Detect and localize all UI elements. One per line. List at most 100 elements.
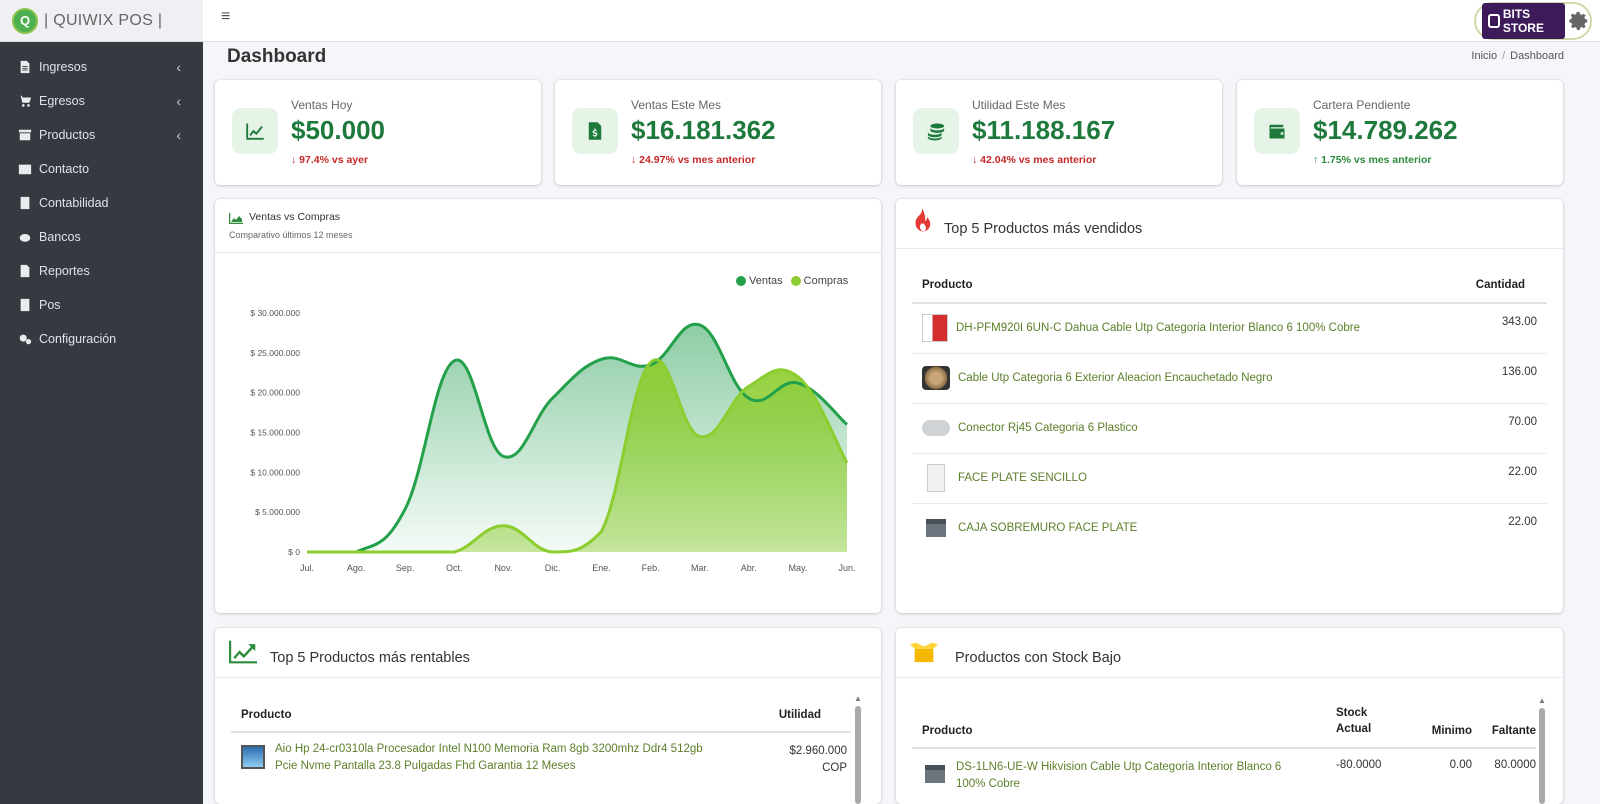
- col-header-minimo[interactable]: Minimo: [1431, 725, 1472, 737]
- qty-cell: 343.00: [1501, 316, 1537, 328]
- gear-icon[interactable]: [1568, 10, 1590, 32]
- table-header-row: Producto Cantidad: [912, 267, 1547, 303]
- product-name[interactable]: DS-1LN6-UE-W Hikvision Cable Utp Categor…: [956, 761, 1282, 790]
- breadcrumb-home[interactable]: Inicio: [1471, 50, 1498, 62]
- x-tick-label: Ene.: [592, 563, 611, 573]
- sidebar-item-productos[interactable]: Productos ‹: [0, 118, 203, 152]
- kpi-delta: ↓ 42.04% vs mes anterior: [972, 154, 1097, 166]
- store-badge[interactable]: BITS STORE: [1474, 2, 1592, 40]
- product-thumbnail: [241, 745, 265, 769]
- scrollbar[interactable]: [1539, 708, 1545, 804]
- table-row[interactable]: DH-PFM920I 6UN-C Dahua Cable Utp Categor…: [912, 303, 1547, 353]
- archive-icon: [16, 128, 34, 142]
- card-title: Productos con Stock Bajo: [955, 650, 1122, 666]
- table-row[interactable]: Aio Hp 24-cr0310la Procesador Intel N100…: [231, 732, 851, 788]
- col-header-stock-line1: Stock: [1336, 707, 1368, 719]
- legend-item-ventas[interactable]: Ventas: [736, 275, 783, 287]
- sidebar-item-label: Bancos: [39, 230, 81, 244]
- scroll-up-icon[interactable]: ▲: [1538, 696, 1546, 705]
- x-axis: Jul. Ago. Sep. Oct. Nov. Dic. Ene. Feb. Mar. Abr.…: [300, 563, 856, 573]
- chart-area-icon: [229, 211, 243, 224]
- product-cell: CAJA SOBREMURO FACE PLATE: [912, 503, 1460, 553]
- wallet-icon: [1254, 108, 1300, 154]
- series-line-ventas[interactable]: [307, 322, 849, 554]
- coins-icon: [913, 108, 959, 154]
- col-header-cantidad[interactable]: Cantidad: [1475, 278, 1525, 291]
- y-tick-label: $ 15.000.000: [250, 428, 300, 438]
- chart-line-icon: [229, 638, 261, 664]
- legend-item-compras[interactable]: Compras: [790, 275, 848, 287]
- top-sold-card: Top 5 Productos más vendidos Producto Ca…: [896, 199, 1563, 613]
- sidebar-item-bancos[interactable]: Bancos: [0, 220, 203, 254]
- area-compras: [307, 359, 847, 552]
- table-row[interactable]: FACE PLATE SENCILLO 22.00: [912, 453, 1547, 503]
- sidebar-item-pos[interactable]: Pos: [0, 288, 203, 322]
- y-tick-label: $ 20.000.000: [250, 388, 300, 398]
- card-header: Top 5 Productos más vendidos: [896, 199, 1563, 249]
- sidebar-item-reportes[interactable]: Reportes: [0, 254, 203, 288]
- col-header-utilidad[interactable]: Utilidad: [778, 708, 821, 721]
- topbar: ≡ BITS STORE: [203, 0, 1600, 42]
- sidebar-item-contacto[interactable]: Contacto: [0, 152, 203, 186]
- col-header-producto[interactable]: Producto: [241, 708, 292, 721]
- sidebar-item-label: Reportes: [39, 264, 90, 278]
- legend-label: Ventas: [749, 275, 783, 287]
- product-name[interactable]: Conector Rj45 Categoria 6 Plastico: [958, 422, 1138, 435]
- kpi-value: $50.000: [291, 115, 385, 145]
- kpi-card-ventas-hoy: Ventas Hoy $50.000 ↓ 97.4% vs ayer: [215, 80, 541, 185]
- sidebar-item-ingresos[interactable]: Ingresos ‹: [0, 50, 203, 84]
- product-name[interactable]: FACE PLATE SENCILLO: [958, 472, 1087, 485]
- table-header-row: Producto Stock Actual Minimo Faltante: [912, 698, 1536, 748]
- x-tick-label: Dic.: [545, 563, 561, 573]
- kpi-delta: ↓ 24.97% vs mes anterior: [631, 154, 756, 166]
- col-header-faltante[interactable]: Faltante: [1491, 725, 1536, 737]
- product-cell: Aio Hp 24-cr0310la Procesador Intel N100…: [231, 732, 771, 788]
- sidebar-item-contabilidad[interactable]: Contabilidad: [0, 186, 203, 220]
- product-name[interactable]: CAJA SOBREMURO FACE PLATE: [958, 522, 1138, 535]
- chart-line-icon: [232, 108, 278, 154]
- card-title: Top 5 Productos más rentables: [270, 650, 470, 666]
- legend-dot-ventas: [736, 276, 746, 286]
- sidebar-item-label: Configuración: [39, 332, 117, 346]
- kpi-delta: ↓ 97.4% vs ayer: [291, 154, 369, 166]
- col-header-producto[interactable]: Producto: [922, 278, 973, 291]
- id-card-icon: [16, 162, 34, 176]
- breadcrumb-separator: /: [1502, 50, 1506, 62]
- x-tick-label: Abr.: [741, 563, 757, 573]
- brand[interactable]: Q | QUIWIX POS |: [0, 0, 203, 42]
- table-row[interactable]: Conector Rj45 Categoria 6 Plastico 70.00: [912, 403, 1547, 453]
- stock-cell: -80.0000: [1336, 759, 1382, 771]
- chevron-left-icon: ‹: [176, 127, 181, 143]
- col-header-producto[interactable]: Producto: [922, 725, 973, 737]
- piggy-bank-icon: [16, 230, 34, 244]
- chart-subtitle: Comparativo últimos 12 meses: [229, 230, 353, 240]
- sidebar-item-configuracion[interactable]: Configuración: [0, 322, 203, 356]
- col-header-stock-actual[interactable]: Stock Actual: [1336, 698, 1410, 748]
- product-name[interactable]: Cable Utp Categoria 6 Exterior Aleacion …: [958, 372, 1273, 385]
- qty-cell: 22.00: [1508, 515, 1537, 528]
- scroll-up-icon[interactable]: ▲: [854, 694, 862, 703]
- series-group: [307, 322, 849, 554]
- store-name: BITS STORE: [1502, 7, 1544, 35]
- table-row[interactable]: DS-1LN6-UE-W Hikvision Cable Utp Categor…: [912, 748, 1536, 798]
- kpi-label: Ventas Hoy: [291, 98, 353, 112]
- scrollbar[interactable]: [855, 706, 861, 804]
- calculator-icon: [16, 196, 34, 210]
- profit-currency: COP: [822, 762, 847, 774]
- x-tick-label: Jun.: [838, 563, 855, 573]
- menu-toggle-icon[interactable]: ≡: [221, 8, 231, 25]
- sidebar-item-label: Ingresos: [39, 60, 87, 74]
- table-row[interactable]: Cable Utp Categoria 6 Exterior Aleacion …: [912, 353, 1547, 403]
- table-row[interactable]: CAJA SOBREMURO FACE PLATE 22.00: [912, 503, 1547, 553]
- box-icon: [926, 519, 946, 538]
- product-cell: Cable Utp Categoria 6 Exterior Aleacion …: [912, 353, 1460, 403]
- series-line-compras[interactable]: [307, 358, 849, 554]
- product-thumbnail: [927, 464, 945, 492]
- store-logo-icon: [1488, 14, 1500, 28]
- x-tick-label: Nov.: [494, 563, 512, 573]
- sidebar-item-label: Contacto: [39, 162, 90, 176]
- product-name[interactable]: Aio Hp 24-cr0310la Procesador Intel N100…: [275, 743, 703, 772]
- product-name[interactable]: DH-PFM920I 6UN-C Dahua Cable Utp Categor…: [956, 322, 1360, 335]
- breadcrumb: Inicio / Dashboard: [1471, 50, 1564, 62]
- sidebar-item-egresos[interactable]: Egresos ‹: [0, 84, 203, 118]
